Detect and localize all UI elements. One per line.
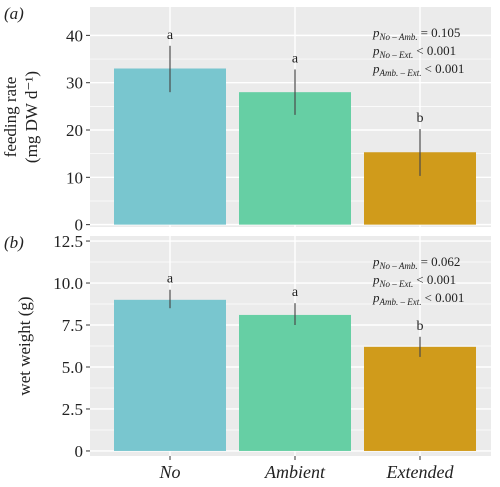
bar-extended xyxy=(364,346,476,451)
significance-letter: a xyxy=(292,51,299,66)
y-tick-label: 5.0 xyxy=(62,358,83,377)
p-symbol: p xyxy=(372,272,380,287)
p-subscript: Amb. – Ext. xyxy=(379,68,422,78)
significance-letter: a xyxy=(167,28,174,43)
p-value-annotation: pAmb. – Ext. < 0.001 xyxy=(372,61,464,78)
p-value: < 0.001 xyxy=(416,272,456,287)
p-value-annotation: pNo – Ext. < 0.001 xyxy=(372,43,456,60)
y-tick-label: 2.5 xyxy=(62,400,83,419)
bar-no xyxy=(114,299,226,451)
y-tick-label: 7.5 xyxy=(62,316,83,335)
y-axis-label: feeding rate xyxy=(1,77,20,158)
y-tick-label: 12.5 xyxy=(53,232,83,251)
p-value: < 0.001 xyxy=(425,290,465,305)
p-subscript: Amb. – Ext. xyxy=(379,297,422,307)
y-axis-label: wet weight (g) xyxy=(15,296,34,395)
p-value: = 0.105 xyxy=(421,25,461,40)
p-value: < 0.001 xyxy=(425,61,465,76)
p-value-annotation: pNo – Ext. < 0.001 xyxy=(372,272,456,289)
p-value-annotation: pNo – Amb. = 0.062 xyxy=(372,254,460,271)
panel-label: (b) xyxy=(4,233,24,252)
p-symbol: p xyxy=(372,254,380,269)
y-tick-label: 30 xyxy=(66,74,83,93)
x-tick-label: Ambient xyxy=(264,462,326,482)
p-value: = 0.062 xyxy=(421,254,461,269)
y-axis-label-units: (mg DW d⁻¹) xyxy=(22,71,41,163)
panel-label: (a) xyxy=(4,4,24,23)
p-value-annotation: pNo – Amb. = 0.105 xyxy=(372,25,460,42)
significance-letter: b xyxy=(417,111,424,126)
y-tick-label: 0 xyxy=(75,442,84,461)
y-tick-label: 0 xyxy=(75,216,84,235)
x-tick-label: Extended xyxy=(386,462,455,482)
p-value-annotation: pAmb. – Ext. < 0.001 xyxy=(372,290,464,307)
p-symbol: p xyxy=(372,290,380,305)
p-symbol: p xyxy=(372,43,380,58)
y-tick-label: 40 xyxy=(66,26,83,45)
significance-letter: a xyxy=(167,272,174,287)
significance-letter: a xyxy=(292,285,299,300)
p-symbol: p xyxy=(372,61,380,76)
y-tick-label: 10.0 xyxy=(53,274,83,293)
x-tick-label: No xyxy=(158,462,180,482)
p-symbol: p xyxy=(372,25,380,40)
y-tick-label: 20 xyxy=(66,121,83,140)
p-value: < 0.001 xyxy=(416,43,456,58)
p-subscript: No – Amb. xyxy=(379,32,418,42)
significance-letter: b xyxy=(417,319,424,334)
p-subscript: No – Ext. xyxy=(379,50,414,60)
p-subscript: No – Amb. xyxy=(379,261,418,271)
y-tick-label: 10 xyxy=(66,168,83,187)
bar-no xyxy=(114,68,226,225)
p-subscript: No – Ext. xyxy=(379,279,414,289)
bar-ambient xyxy=(239,314,351,451)
